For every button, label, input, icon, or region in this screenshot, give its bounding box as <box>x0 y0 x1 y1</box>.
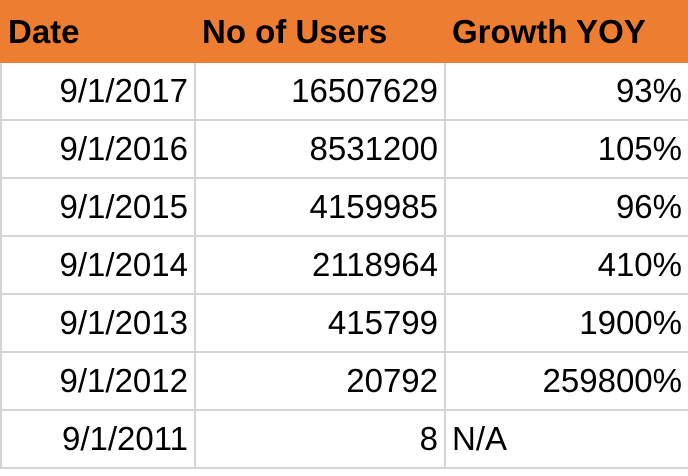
table-cell: 9/1/2011 <box>0 409 196 469</box>
table-cell: 9/1/2012 <box>0 351 196 411</box>
table-cell: 1900% <box>444 293 688 353</box>
table-cell: 93% <box>444 61 688 121</box>
table-cell: 8531200 <box>194 119 446 179</box>
table-cell: 415799 <box>194 293 446 353</box>
table-cell: 9/1/2017 <box>0 61 196 121</box>
table-cell: N/A <box>444 409 688 469</box>
table-header: Date No of Users Growth YOY <box>0 0 688 63</box>
table-row: 9/1/2015 4159985 96% <box>0 177 688 237</box>
table-cell: 8 <box>194 409 446 469</box>
table-row: 9/1/2013 415799 1900% <box>0 293 688 353</box>
table-row: 9/1/2016 8531200 105% <box>0 119 688 179</box>
table-cell: 105% <box>444 119 688 179</box>
table-row: 9/1/2017 16507629 93% <box>0 61 688 121</box>
table-cell: 16507629 <box>194 61 446 121</box>
table-cell: 9/1/2014 <box>0 235 196 295</box>
table-row: 9/1/2014 2118964 410% <box>0 235 688 295</box>
header-cell: Growth YOY <box>444 0 688 63</box>
header-cell: No of Users <box>194 0 446 63</box>
header-cell: Date <box>0 0 196 63</box>
table-cell: 96% <box>444 177 688 237</box>
table-body: 9/1/2017 16507629 93% 9/1/2016 8531200 105% 9/… <box>0 61 688 469</box>
header-row: Date No of Users Growth YOY <box>0 0 688 63</box>
table-cell: 410% <box>444 235 688 295</box>
table-cell: 9/1/2013 <box>0 293 196 353</box>
table-cell: 9/1/2016 <box>0 119 196 179</box>
table-row: 9/1/2011 8 N/A <box>0 409 688 469</box>
table-cell: 4159985 <box>194 177 446 237</box>
table-cell: 9/1/2015 <box>0 177 196 237</box>
table-cell: 20792 <box>194 351 446 411</box>
table-row: 9/1/2012 20792 259800% <box>0 351 688 411</box>
table-cell: 2118964 <box>194 235 446 295</box>
table-cell: 259800% <box>444 351 688 411</box>
